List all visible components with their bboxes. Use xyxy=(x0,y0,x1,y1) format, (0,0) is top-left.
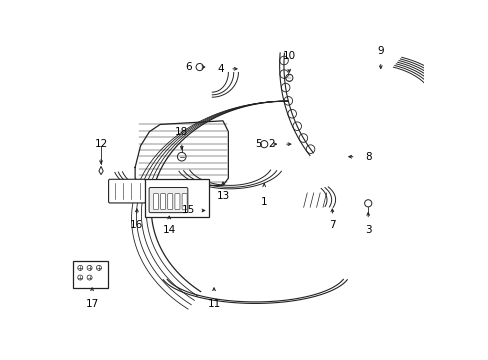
FancyBboxPatch shape xyxy=(153,194,158,210)
Text: 5: 5 xyxy=(255,139,262,149)
Text: 11: 11 xyxy=(207,299,220,309)
Text: 8: 8 xyxy=(364,152,371,162)
Text: 15: 15 xyxy=(182,206,195,216)
FancyBboxPatch shape xyxy=(182,194,187,210)
FancyBboxPatch shape xyxy=(108,179,145,203)
Text: 1: 1 xyxy=(261,197,267,207)
Text: 7: 7 xyxy=(328,220,335,230)
FancyBboxPatch shape xyxy=(160,194,165,210)
Text: 4: 4 xyxy=(218,64,224,74)
FancyBboxPatch shape xyxy=(175,194,180,210)
Text: 14: 14 xyxy=(162,225,176,235)
Text: 10: 10 xyxy=(282,51,295,61)
Bar xyxy=(73,261,108,288)
FancyBboxPatch shape xyxy=(145,179,209,217)
Text: 12: 12 xyxy=(94,139,107,149)
FancyBboxPatch shape xyxy=(149,188,187,213)
Text: 17: 17 xyxy=(85,299,99,309)
Text: 3: 3 xyxy=(364,225,371,235)
Text: 13: 13 xyxy=(216,191,229,201)
Text: 9: 9 xyxy=(377,46,383,56)
Text: 16: 16 xyxy=(130,220,143,230)
Text: 2: 2 xyxy=(267,139,274,149)
Text: 6: 6 xyxy=(185,62,192,72)
FancyBboxPatch shape xyxy=(167,194,172,210)
Text: 18: 18 xyxy=(175,127,188,136)
